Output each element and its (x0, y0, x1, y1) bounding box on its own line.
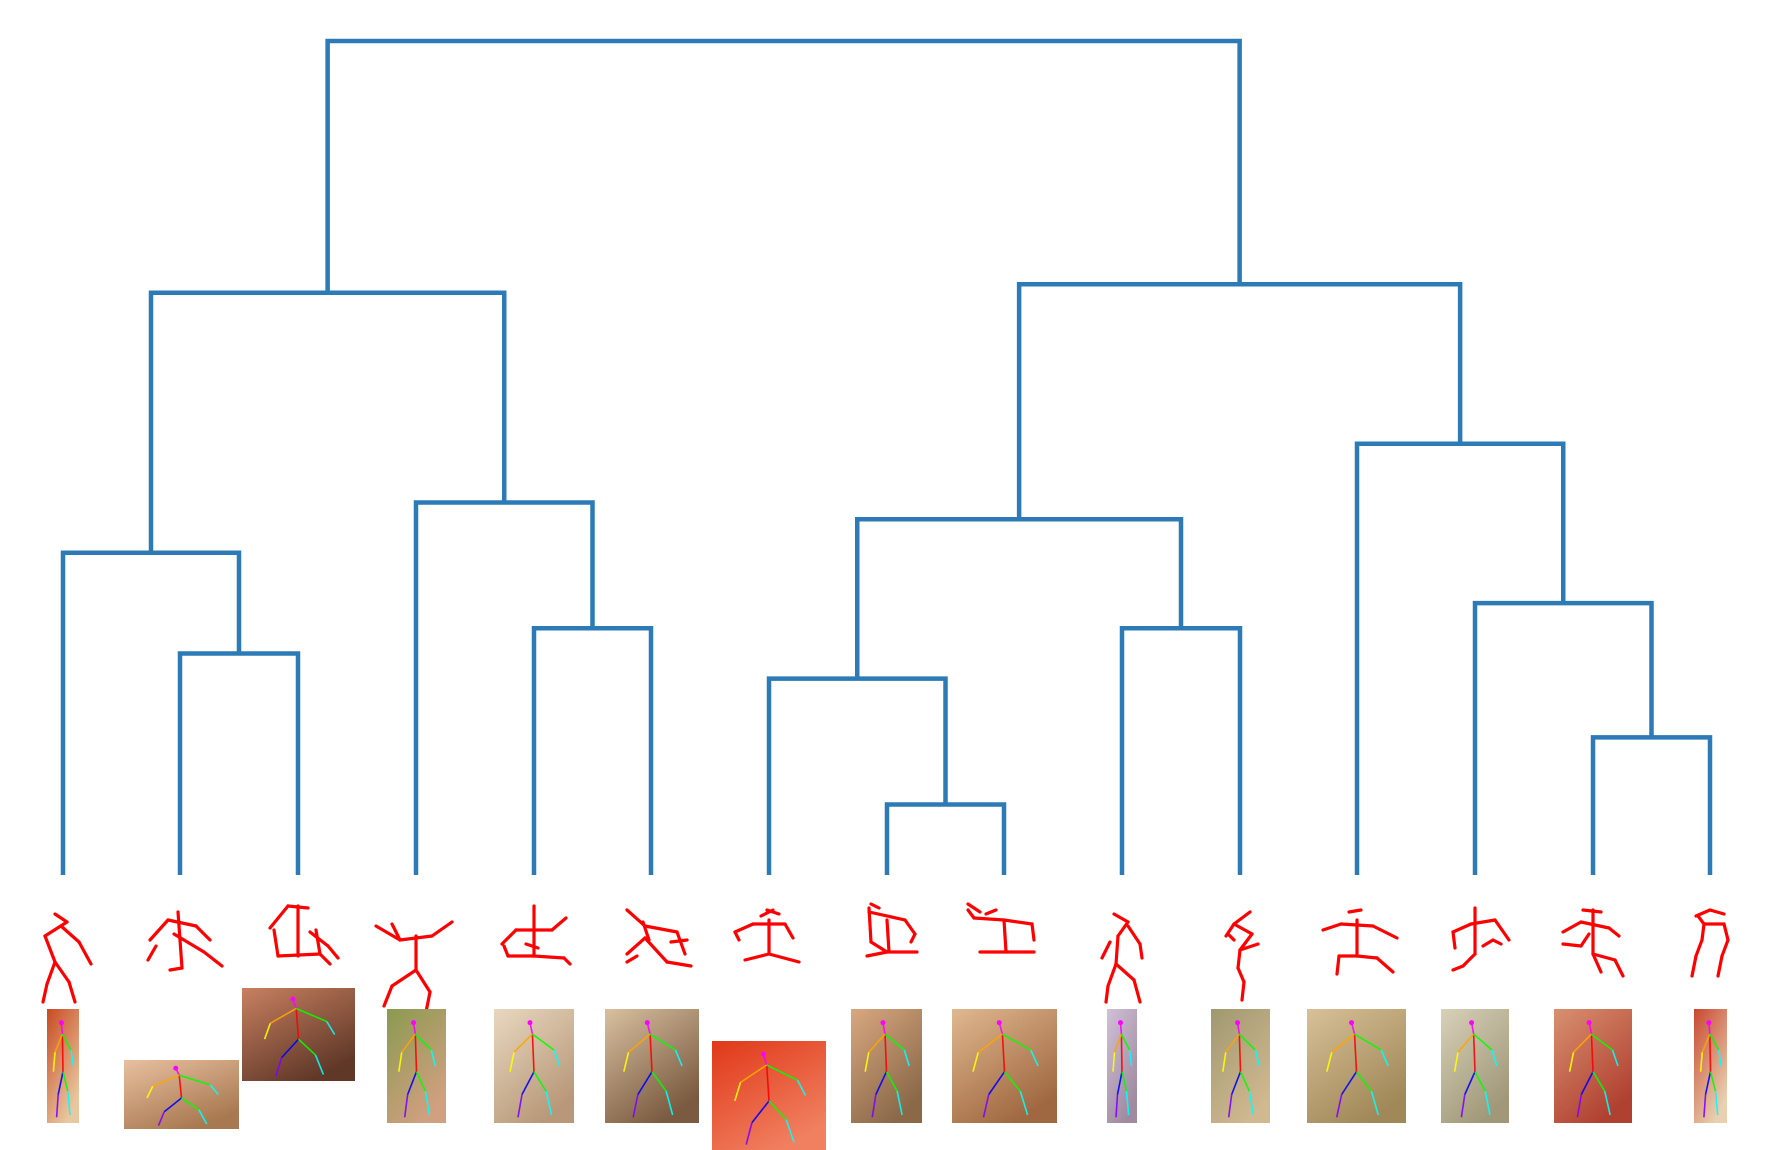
stick-figure (268, 904, 340, 966)
stick-figure (500, 904, 572, 966)
painting-thumbnail (47, 1009, 79, 1123)
dendrogram-link (60, 550, 242, 875)
stick-figure (733, 908, 801, 964)
stick-figure (1321, 908, 1399, 976)
dendrogram-link (766, 676, 948, 875)
stick-figure (374, 920, 454, 1014)
painting-thumbnail (1307, 1009, 1406, 1123)
painting-thumbnail (1441, 1009, 1509, 1123)
stick-figure (865, 902, 919, 958)
painting-thumbnail (1694, 1009, 1727, 1123)
stick-figure-row (41, 902, 1730, 1014)
dendrogram-tree (60, 38, 1713, 875)
stick-figure (1561, 908, 1625, 978)
dendrogram-link (1590, 735, 1713, 875)
dendrogram-link (148, 290, 507, 553)
dendrogram-link (531, 626, 654, 875)
stick-figure (1100, 912, 1144, 1004)
dendrogram-link (884, 802, 1007, 875)
thumbnail-row (47, 988, 1727, 1150)
painting-thumbnail (242, 988, 355, 1081)
dendrogram-link (177, 651, 301, 875)
stick-figure (146, 910, 224, 972)
painting-thumbnail (1554, 1009, 1632, 1123)
painting-thumbnail (712, 1041, 826, 1150)
dendrogram-link (1016, 282, 1463, 520)
stick-figure (1224, 910, 1260, 1002)
painting-thumbnail (605, 1009, 699, 1123)
painting-thumbnail (1211, 1009, 1270, 1123)
painting-thumbnail (494, 1009, 574, 1123)
dendrogram-link (855, 516, 1184, 679)
stick-figure (625, 908, 693, 968)
stick-figure (41, 912, 93, 1004)
stick-figure (966, 902, 1036, 954)
dendrogram-link (413, 500, 595, 875)
dendrogram-link (1119, 626, 1243, 875)
dendrogram-link (1354, 441, 1566, 875)
stick-figure (1690, 908, 1730, 978)
painting-thumbnail (124, 1060, 239, 1129)
dendrogram-link (325, 38, 1242, 293)
stick-figure (1451, 906, 1511, 972)
painting-thumbnail (1107, 1009, 1137, 1123)
painting-thumbnail (851, 1009, 922, 1123)
painting-thumbnail (387, 1009, 446, 1123)
painting-thumbnail (952, 1009, 1057, 1123)
